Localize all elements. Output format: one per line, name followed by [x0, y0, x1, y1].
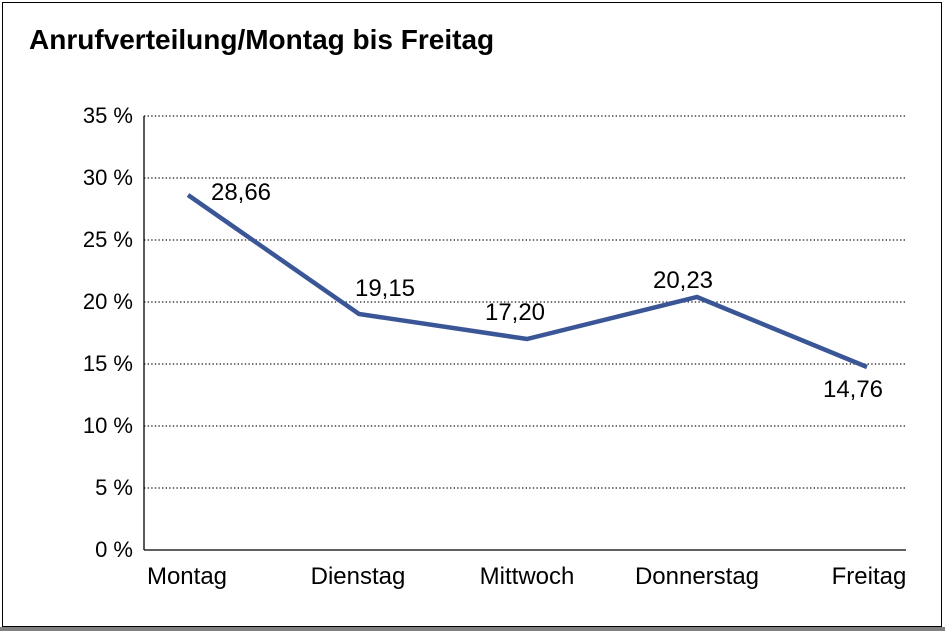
svg-text:Donnerstag: Donnerstag — [635, 563, 759, 590]
svg-text:Mittwoch: Mittwoch — [480, 563, 575, 590]
svg-text:35 %: 35 % — [83, 103, 133, 128]
svg-text:25 %: 25 % — [83, 227, 133, 252]
svg-text:Dienstag: Dienstag — [311, 563, 406, 590]
svg-text:20,23: 20,23 — [653, 267, 713, 294]
svg-text:28,66: 28,66 — [211, 179, 271, 206]
svg-text:10 %: 10 % — [83, 413, 133, 438]
svg-text:17,20: 17,20 — [485, 299, 545, 326]
svg-text:Freitag: Freitag — [832, 563, 907, 590]
svg-text:30 %: 30 % — [83, 165, 133, 190]
svg-text:0 %: 0 % — [95, 537, 133, 562]
svg-text:Montag: Montag — [147, 563, 227, 590]
svg-text:19,15: 19,15 — [355, 275, 415, 302]
svg-text:20 %: 20 % — [83, 289, 133, 314]
svg-text:15 %: 15 % — [83, 351, 133, 376]
svg-text:14,76: 14,76 — [823, 376, 883, 403]
svg-text:5 %: 5 % — [95, 475, 133, 500]
